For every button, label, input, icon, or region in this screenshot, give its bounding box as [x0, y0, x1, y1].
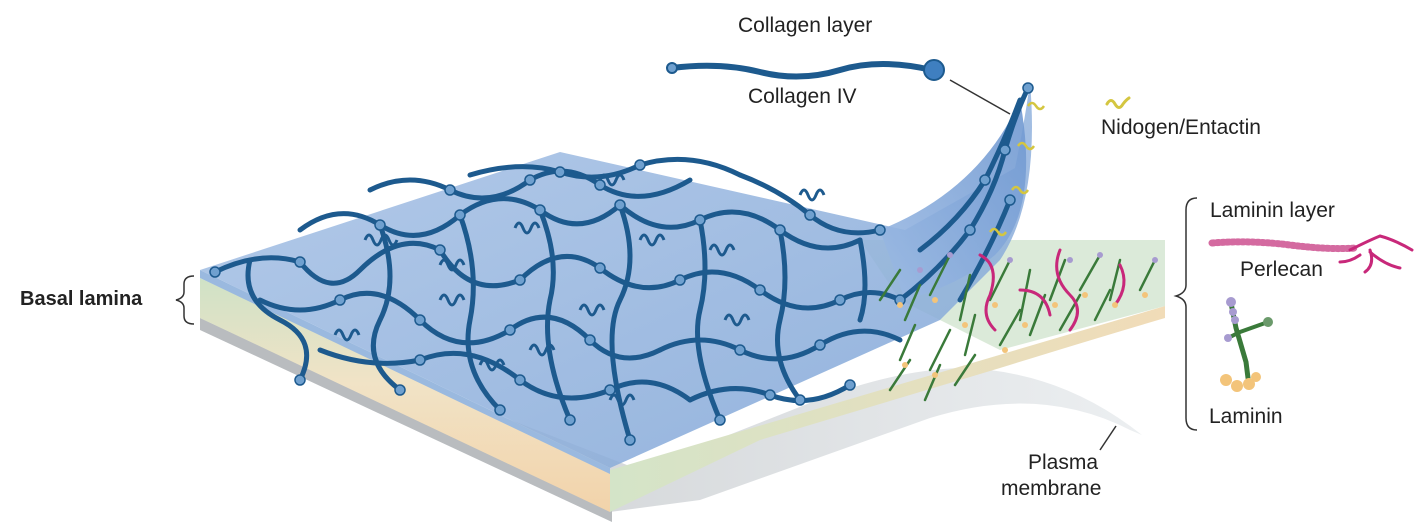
- perlecan-icon: [1208, 234, 1414, 274]
- laminin-network: [878, 248, 1158, 402]
- collagen-iv-label: Collagen IV: [748, 85, 857, 108]
- collagen-leader-line: [949, 79, 1011, 115]
- laminin-icon: [1220, 297, 1273, 392]
- perlecan-label: Perlecan: [1240, 258, 1323, 281]
- collagen-beads: [209, 82, 1034, 446]
- collagen-iv-network: [212, 85, 1031, 443]
- plasma-membrane-leader-line: [1099, 425, 1117, 451]
- plasma-label: Plasma: [1028, 451, 1099, 474]
- collagen-layer-label: Collagen layer: [738, 14, 873, 37]
- nidogen-on-flap: [988, 101, 1046, 237]
- collagen-coils: [333, 173, 826, 407]
- laminin-layer-bracket: [1173, 197, 1198, 431]
- membrane-label: membrane: [1001, 477, 1102, 500]
- laminin-label: Laminin: [1209, 405, 1283, 428]
- nidogen-label: Nidogen/Entactin: [1101, 116, 1261, 139]
- basal-lamina-label: Basal lamina: [20, 288, 143, 310]
- laminin-layer-label: Laminin layer: [1210, 199, 1335, 222]
- basal-lamina-bracket: [175, 275, 195, 325]
- nidogen-icon: [1105, 96, 1131, 109]
- collagen-iv-molecule-icon: [666, 59, 945, 81]
